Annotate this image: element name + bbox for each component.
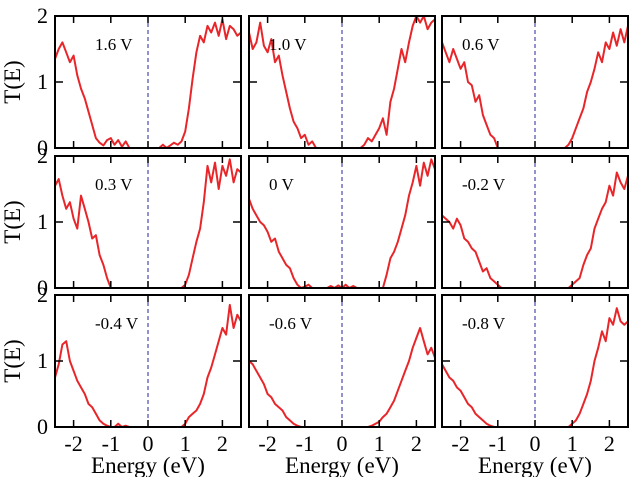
panel-2: 1.0 V	[248, 15, 436, 149]
transmission-curve	[442, 171, 628, 288]
y-tick-label: 1	[37, 348, 48, 373]
x-axis-title: Energy (eV)	[478, 453, 592, 477]
bias-label: 0.3 V	[95, 175, 133, 194]
y-axis-title: T(E)	[0, 60, 25, 103]
x-tick-label: -1	[296, 431, 314, 456]
x-tick-label: 2	[604, 431, 615, 456]
transmission-curve	[55, 303, 241, 427]
x-tick-label: 1	[567, 431, 578, 456]
y-tick-label: 0	[37, 275, 48, 300]
panel-3: 0.6 V	[441, 15, 629, 149]
panel-5: 0 V	[248, 155, 436, 289]
panel-9: -0.8 V -2 -1 0 1 2 Energy (eV)	[441, 294, 629, 477]
transmission-curve	[249, 327, 435, 427]
x-tick-label: -1	[102, 431, 120, 456]
x-tick-label: 0	[530, 431, 541, 456]
x-tick-label: 0	[143, 431, 154, 456]
x-tick-label: -2	[64, 431, 82, 456]
panel-8: -0.6 V -2 -1 0 1 2 Energy (eV)	[248, 294, 436, 477]
panel-4: 0.3 V 0 1 2 T(E)	[0, 143, 242, 300]
y-tick-label: 1	[37, 69, 48, 94]
x-tick-label: 1	[374, 431, 385, 456]
x-tick-label: 1	[180, 431, 191, 456]
x-tick-label: -1	[489, 431, 507, 456]
panel-7: -0.4 V 0 1 2 T(E) -2 -1 0 1 2 Energy (eV)	[0, 282, 242, 477]
transmission-curve	[55, 18, 241, 148]
x-axis-title: Energy (eV)	[91, 453, 205, 477]
transmission-curve	[442, 25, 628, 148]
bias-label: -0.6 V	[269, 314, 313, 333]
x-tick-label: -2	[451, 431, 469, 456]
y-tick-label: 0	[37, 135, 48, 160]
bias-label: -0.2 V	[462, 175, 506, 194]
y-axis-title: T(E)	[0, 200, 25, 243]
y-tick-label: 1	[37, 209, 48, 234]
x-tick-label: -2	[258, 431, 276, 456]
panel-6: -0.2 V	[441, 155, 629, 289]
transmission-curve	[442, 307, 628, 427]
bias-label: 0.6 V	[462, 35, 500, 54]
bias-label: 1.0 V	[269, 35, 307, 54]
bias-label: 1.6 V	[95, 35, 133, 54]
bias-label: -0.8 V	[462, 314, 506, 333]
bias-label: -0.4 V	[95, 314, 139, 333]
y-tick-label: 2	[37, 282, 48, 307]
transmission-curve	[249, 158, 435, 288]
x-axis-title: Energy (eV)	[285, 453, 399, 477]
y-tick-label: 0	[37, 414, 48, 439]
panel-1: 1.6 V 0 1 2 T(E)	[0, 3, 242, 160]
x-tick-label: 2	[411, 431, 422, 456]
y-tick-label: 2	[37, 3, 48, 28]
transmission-curve	[249, 16, 435, 148]
x-tick-label: 0	[337, 431, 348, 456]
y-tick-label: 2	[37, 143, 48, 168]
bias-label: 0 V	[269, 175, 294, 194]
y-axis-title: T(E)	[0, 339, 25, 382]
x-tick-label: 2	[217, 431, 228, 456]
transmission-curve	[55, 158, 241, 288]
